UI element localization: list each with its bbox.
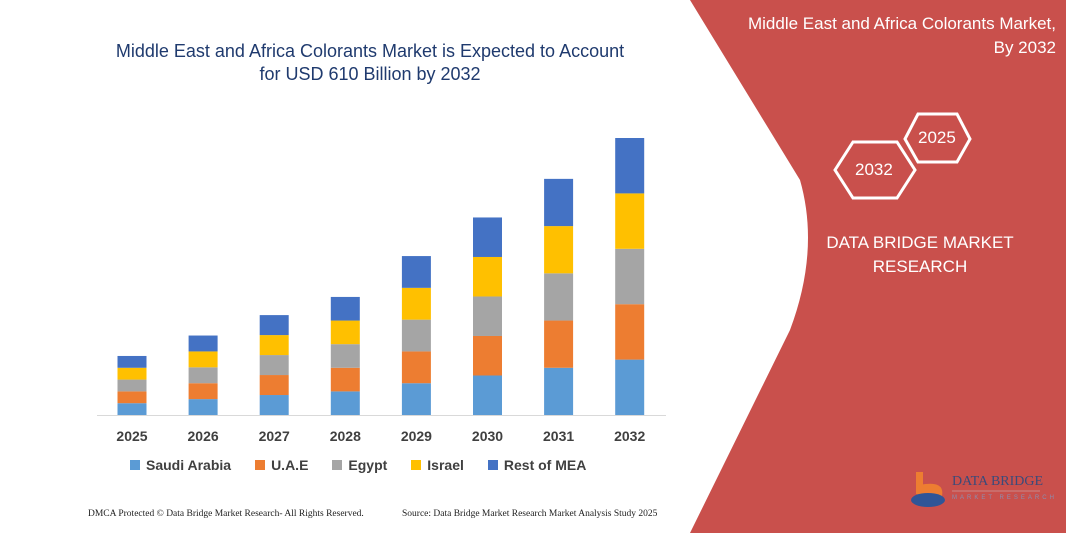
legend-item: Israel (411, 457, 464, 473)
legend-label: U.A.E (271, 457, 309, 473)
brand-name: DATA BRIDGE MARKET RESEARCH (820, 231, 1020, 279)
x-tick-label: 2028 (329, 428, 361, 444)
logo-subtext: MARKET RESEARCH (952, 495, 1057, 501)
footer-source: Source: Data Bridge Market Research Mark… (402, 509, 658, 519)
legend-label: Israel (427, 457, 464, 473)
right-panel (690, 0, 1066, 533)
bar-2032-egypt (615, 248, 645, 305)
hexagon-2032 (833, 140, 917, 200)
legend-item: U.A.E (255, 457, 308, 473)
footer-copyright: DMCA Protected © Data Bridge Market Rese… (88, 509, 364, 519)
bar-2029-egypt (401, 319, 431, 352)
logo-text: DATA BRIDGE (952, 474, 1044, 489)
bar-2026-israel (188, 351, 218, 368)
bar-2029-u-a-e (401, 351, 431, 384)
panel-title-line2: By 2032 (993, 38, 1056, 57)
bar-2032-u-a-e (615, 304, 645, 360)
legend-item: Egypt (332, 457, 387, 473)
chart-area (97, 138, 666, 416)
bar-2026-rest-of-mea (188, 335, 218, 352)
bar-2026-egypt (188, 367, 218, 384)
legend: Saudi Arabia U.A.E Egypt Israel Rest of MEA (130, 457, 586, 473)
bar-2025-rest-of-mea (117, 355, 147, 368)
bar-2031-saudi-arabia (544, 367, 574, 415)
legend-label: Rest of MEA (503, 457, 587, 473)
x-tick-label: 2029 (400, 428, 432, 444)
bar-2027-egypt (259, 355, 289, 376)
hex-label-2025: 2025 (918, 128, 956, 147)
hexagon-2025 (903, 112, 972, 164)
brand-line1: DATA BRIDGE MARKET (826, 233, 1014, 252)
bar-2028-saudi-arabia (330, 391, 360, 415)
legend-swatch (130, 460, 140, 470)
x-tick-label: 2027 (258, 428, 290, 444)
bar-2032-saudi-arabia (615, 359, 645, 415)
bar-2026-saudi-arabia (188, 399, 218, 415)
bar-2025-saudi-arabia (117, 403, 147, 415)
bar-2030-saudi-arabia (473, 375, 502, 415)
bar-2027-rest-of-mea (259, 315, 289, 336)
bar-2029-israel (401, 287, 431, 320)
legend-swatch (255, 460, 266, 470)
bar-2030-u-a-e (473, 335, 502, 376)
bar-2025-u-a-e (117, 391, 147, 404)
bar-2028-israel (330, 320, 360, 345)
bar-2028-u-a-e (330, 367, 360, 392)
bar-2027-u-a-e (259, 375, 289, 396)
chart-title: Middle East and Africa Colorants Market … (95, 40, 645, 86)
bar-2026-u-a-e (188, 383, 218, 400)
bar-2025-egypt (117, 379, 147, 392)
bar-2031-u-a-e (544, 320, 574, 368)
bar-2031-israel (544, 226, 574, 274)
bar-2029-rest-of-mea (401, 256, 431, 288)
bar-2032-israel (615, 193, 645, 249)
x-tick-label: 2026 (187, 428, 219, 444)
legend-item: Rest of MEA (487, 457, 587, 473)
bar-2025-israel (117, 367, 147, 380)
bar-2029-saudi-arabia (401, 383, 431, 415)
legend-label: Egypt (348, 457, 388, 473)
bar-2032-rest-of-mea (615, 138, 645, 194)
chart-title-line2: for USD 610 Billion by 2032 (259, 64, 481, 84)
chart-title-line1: Middle East and Africa Colorants Market … (115, 41, 625, 61)
x-tick-label: 2025 (116, 428, 148, 444)
legend-swatch (411, 460, 422, 470)
legend-swatch (332, 460, 343, 470)
hex-label-2032: 2032 (855, 160, 893, 179)
bar-2027-israel (259, 335, 289, 356)
bar-2030-egypt (473, 296, 502, 336)
bar-2030-israel (473, 256, 502, 297)
bar-2027-saudi-arabia (259, 395, 289, 415)
x-tick-label: 2032 (614, 428, 646, 444)
logo-icon (911, 472, 945, 507)
panel-title-line1: Middle East and Africa Colorants Market, (747, 14, 1056, 33)
brand-line2: RESEARCH (872, 257, 968, 276)
legend-swatch (487, 460, 498, 470)
panel-title: Middle East and Africa Colorants Market,… (696, 12, 1056, 60)
legend-item: Saudi Arabia (130, 457, 231, 473)
bar-2028-rest-of-mea (330, 296, 360, 321)
bar-2028-egypt (330, 344, 360, 368)
x-tick-label: 2031 (543, 428, 575, 444)
bar-2031-egypt (544, 273, 574, 321)
x-tick-label: 2030 (471, 428, 504, 444)
bar-2030-rest-of-mea (473, 217, 502, 257)
bar-2031-rest-of-mea (544, 178, 574, 227)
legend-label: Saudi Arabia (146, 457, 232, 473)
